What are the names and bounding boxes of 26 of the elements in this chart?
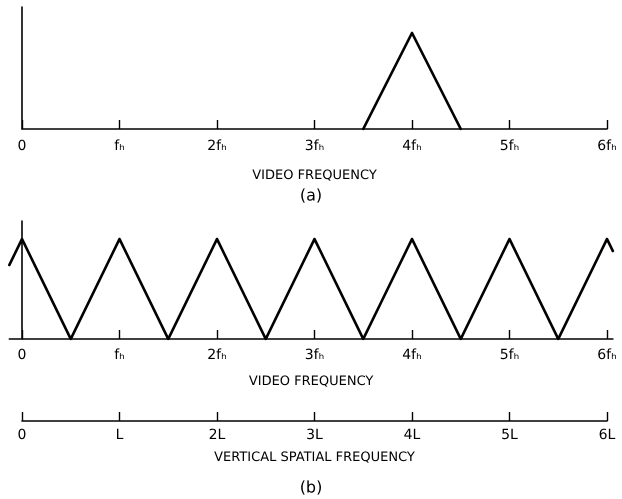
x-tick-label: 2fₕ: [207, 347, 227, 363]
x2-tick-label: 4L: [404, 427, 421, 443]
x-tick-label: 6fₕ: [597, 347, 617, 363]
text: (a): [300, 186, 322, 204]
x-axis-title: VIDEO FREQUENCY: [248, 374, 374, 389]
x-tick-label: 6fₕ: [597, 138, 617, 154]
x-tick-label: 3fₕ: [304, 347, 324, 363]
x2-axis-title: VERTICAL SPATIAL FREQUENCY: [214, 450, 415, 465]
x-tick-label: 5fₕ: [500, 347, 520, 363]
x-tick-label: fₕ: [114, 347, 125, 363]
x-tick-label: 0: [18, 347, 26, 363]
x2-tick-label: 0: [18, 427, 26, 443]
x2-tick-label: L: [116, 427, 124, 443]
x-tick-label: 4fₕ: [402, 138, 422, 154]
x-tick-label: 0: [18, 138, 26, 154]
x-tick-label: 4fₕ: [402, 347, 422, 363]
x-axis-title: VIDEO FREQUENCY: [252, 168, 377, 183]
x2-tick-label: 5L: [501, 427, 518, 443]
x-tick-label: 3fₕ: [304, 138, 324, 154]
x-tick-label: 5fₕ: [500, 138, 520, 154]
text: (b): [300, 478, 322, 496]
x-tick-label: fₕ: [114, 138, 125, 154]
x-tick-label: 2fₕ: [207, 138, 227, 154]
x2-tick-label: 3L: [306, 427, 324, 443]
x2-tick-label: 6L: [598, 427, 616, 443]
x2-tick-label: 2L: [208, 427, 226, 443]
